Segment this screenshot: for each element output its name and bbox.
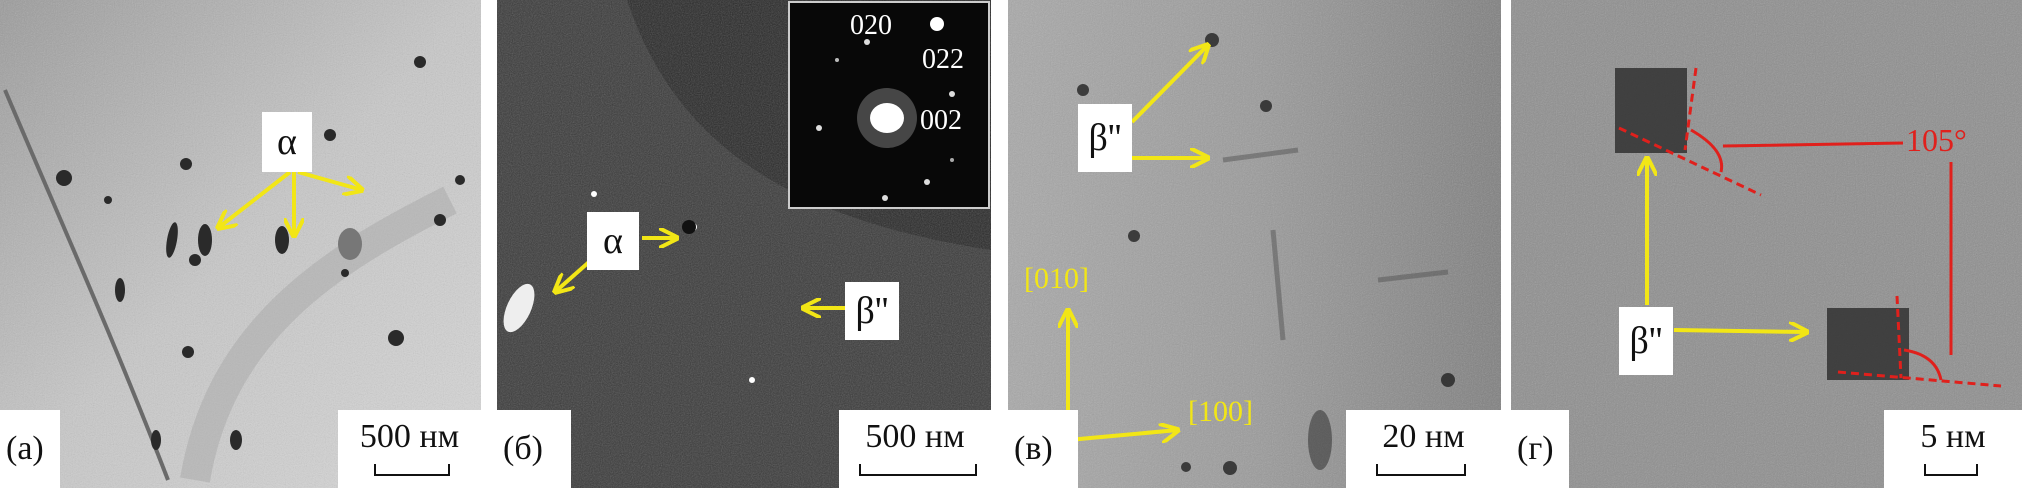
scale-bar-line bbox=[859, 464, 977, 476]
alpha-label: α bbox=[587, 212, 639, 270]
scale-text: 20 нм bbox=[1382, 418, 1465, 455]
scale-bar-line bbox=[374, 464, 450, 476]
panel-label-c: (в) bbox=[1008, 410, 1078, 488]
scale-bar-a: 500 нм bbox=[338, 410, 481, 488]
micrograph-b bbox=[497, 0, 991, 488]
direction-010-label: [010] bbox=[1024, 262, 1089, 295]
micrograph-c bbox=[1008, 0, 1501, 488]
scale-text: 5 нм bbox=[1920, 418, 1986, 455]
angle-label: 105° bbox=[1906, 122, 1967, 158]
reflection-002: 002 bbox=[920, 105, 962, 136]
panel-label-a: (а) bbox=[0, 410, 60, 488]
panel-label-b: (б) bbox=[497, 410, 571, 488]
scale-bar-c: 20 нм bbox=[1346, 410, 1501, 488]
reflection-020: 020 bbox=[850, 10, 892, 41]
beta-label: β'' bbox=[1619, 307, 1673, 375]
beta-label: β'' bbox=[1078, 104, 1132, 172]
micrograph-d bbox=[1511, 0, 2022, 488]
scale-bar-line bbox=[1376, 464, 1466, 476]
scale-text: 500 нм bbox=[359, 418, 460, 455]
panel-d: 105° β'' (г) 5 нм bbox=[1511, 0, 2022, 488]
beta-label: β'' bbox=[845, 282, 899, 340]
inset-diffraction-pattern bbox=[788, 1, 990, 209]
panel-a: α (а) 500 нм bbox=[0, 0, 481, 488]
scale-bar-b: 500 нм bbox=[839, 410, 991, 488]
panel-c: β'' [010] [100] (в) 20 нм bbox=[1008, 0, 1501, 488]
alpha-arrows bbox=[218, 170, 362, 236]
scale-text: 500 нм bbox=[865, 418, 965, 455]
alpha-label: α bbox=[262, 112, 312, 172]
direction-100-label: [100] bbox=[1188, 395, 1253, 428]
scale-bar-line bbox=[1924, 464, 1978, 476]
micrograph-a bbox=[0, 0, 481, 488]
panel-b: 020 022 002 α β'' (б) 500 нм bbox=[497, 0, 991, 488]
scale-bar-d: 5 нм bbox=[1884, 410, 2022, 488]
reflection-022: 022 bbox=[922, 44, 964, 75]
panel-label-d: (г) bbox=[1511, 410, 1569, 488]
